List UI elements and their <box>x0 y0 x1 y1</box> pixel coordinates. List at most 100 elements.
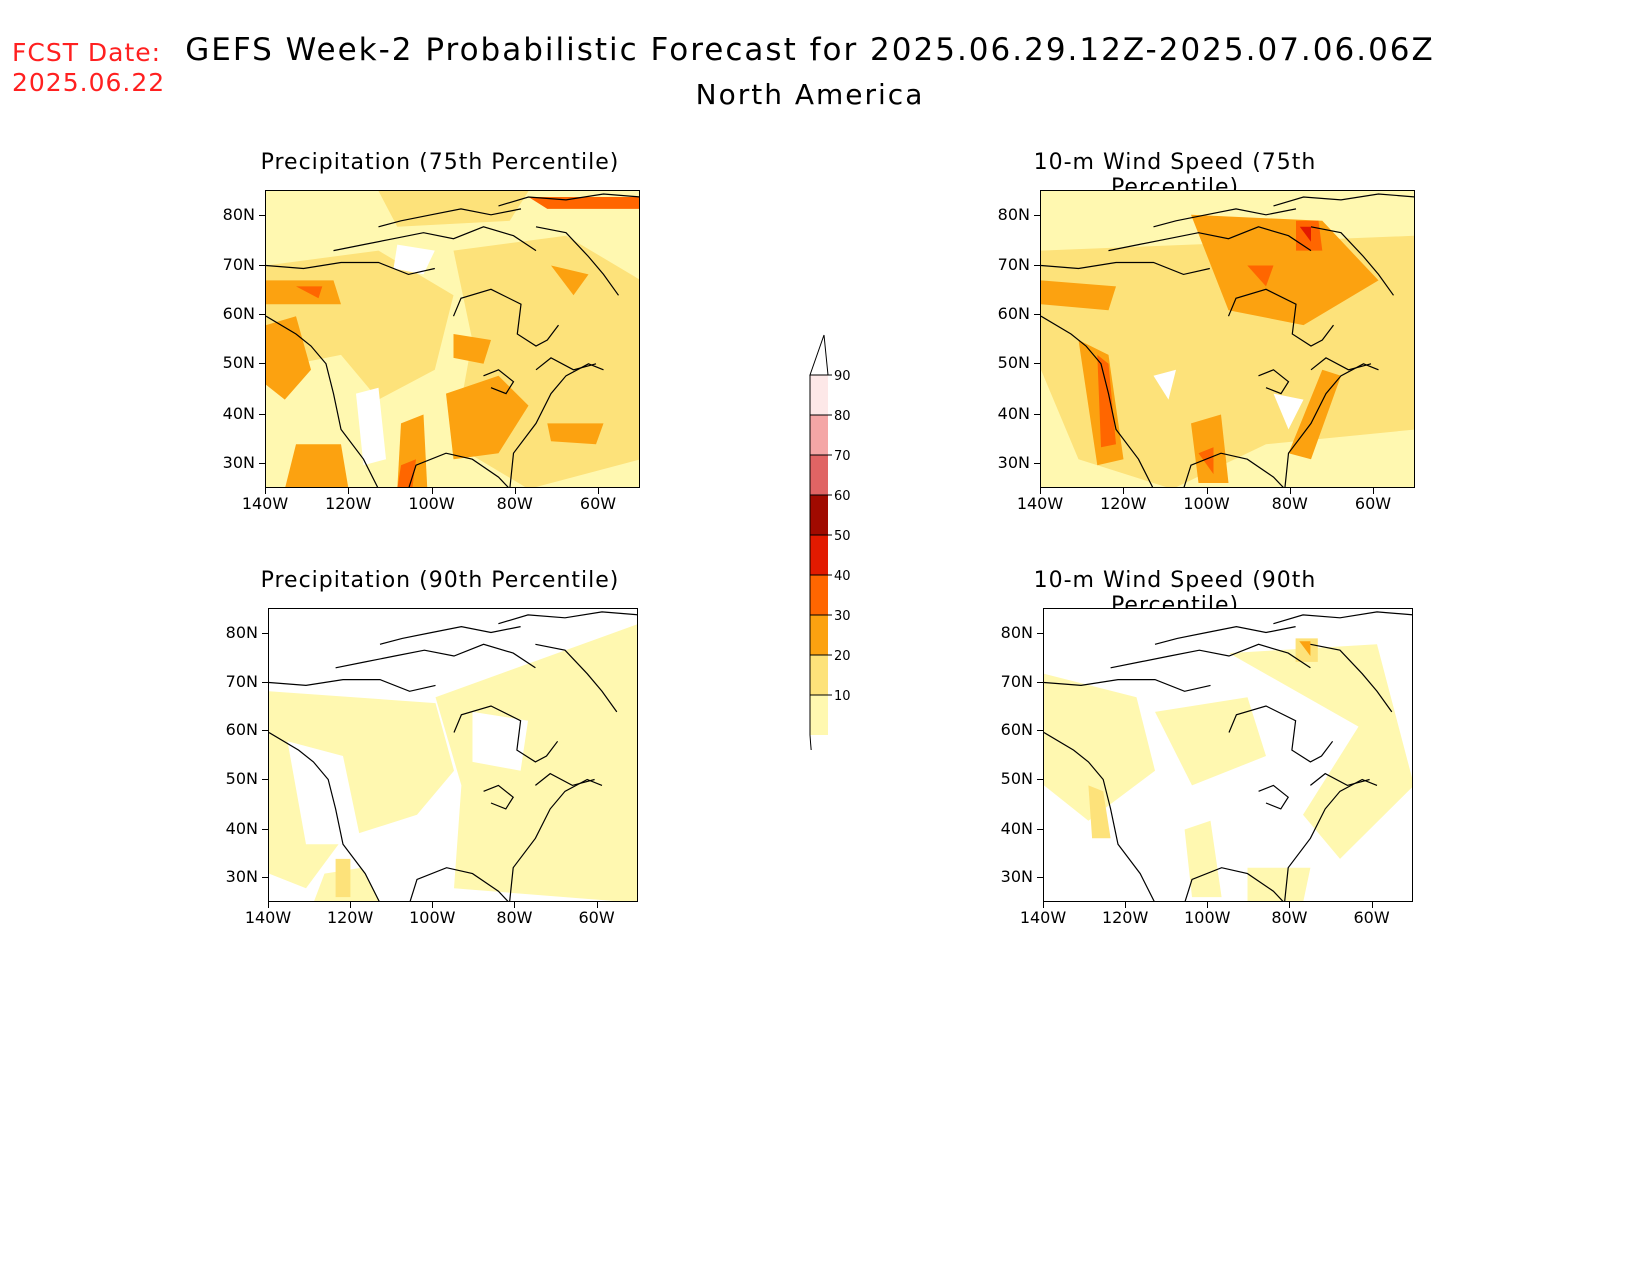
panel-title-precip75: Precipitation (75th Percentile) <box>260 150 620 175</box>
coastline <box>1273 611 1412 625</box>
latitude-tick <box>259 215 265 217</box>
latitude-tick <box>1037 828 1043 830</box>
colorbar-swatch <box>810 455 828 495</box>
longitude-tick <box>1371 902 1373 908</box>
coastline <box>333 226 537 252</box>
coastline <box>453 705 559 763</box>
shaded-region <box>1247 265 1274 287</box>
latitude-tick <box>1037 877 1043 878</box>
latitude-tick <box>262 730 268 731</box>
shaded-region <box>453 334 491 364</box>
colorbar-label: 80 <box>834 409 851 424</box>
longitude-tick <box>1207 902 1209 908</box>
longitude-tick <box>431 488 433 494</box>
shaded-region <box>1155 697 1266 786</box>
coastline <box>409 867 509 901</box>
shaded-region <box>1097 354 1116 448</box>
coastline <box>408 452 509 487</box>
coastline <box>509 778 603 901</box>
shaded-region <box>1247 867 1311 901</box>
latitude-label: 40N <box>222 403 255 423</box>
longitude-label: 60W <box>1353 908 1390 927</box>
latitude-tick <box>1037 632 1043 634</box>
coastline <box>1227 288 1334 347</box>
map-svg <box>266 191 639 487</box>
coastline <box>1041 261 1210 276</box>
coastline <box>266 315 379 487</box>
shaded-region <box>1273 393 1304 430</box>
coastline <box>1153 208 1297 228</box>
coastline <box>483 369 515 395</box>
latitude-tick <box>262 877 268 878</box>
latitude-label: 60N <box>225 720 258 739</box>
shaded-region <box>551 265 589 296</box>
colorbar-swatch <box>810 615 828 655</box>
longitude-tick <box>596 902 598 908</box>
coastline <box>1154 625 1296 645</box>
shaded-region <box>1044 673 1155 821</box>
shaded-region <box>287 741 362 845</box>
colorbar-swatch <box>810 535 828 575</box>
coastline <box>498 193 639 207</box>
latitude-label: 80N <box>225 622 258 642</box>
map-svg <box>1041 191 1414 487</box>
map-svg <box>269 611 637 901</box>
latitude-tick <box>262 778 268 780</box>
latitude-tick <box>259 462 265 464</box>
colorbar-label: 50 <box>834 529 851 544</box>
latitude-label: 50N <box>225 768 258 788</box>
latitude-label: 30N <box>1000 867 1033 886</box>
shaded-region <box>547 423 604 445</box>
latitude-tick <box>1037 730 1043 731</box>
coastline <box>1044 678 1211 692</box>
coastline <box>1228 705 1334 763</box>
coastline <box>1183 452 1284 487</box>
longitude-label: 60W <box>579 494 617 513</box>
probability-colorbar: 90 80 70 60 50 40 30 20 10 <box>800 330 880 776</box>
longitude-tick <box>268 902 269 908</box>
colorbar-swatch <box>810 695 828 735</box>
latitude-label: 50N <box>222 352 255 372</box>
shaded-region <box>1184 820 1222 898</box>
longitude-tick <box>1125 902 1127 908</box>
colorbar-label: 60 <box>834 489 851 504</box>
coastline <box>1273 193 1414 207</box>
shaded-region <box>472 711 528 771</box>
latitude-tick <box>262 632 268 634</box>
colorbar-label: 20 <box>834 649 851 664</box>
latitude-label: 40N <box>225 818 258 838</box>
latitude-label: 70N <box>222 254 255 274</box>
longitude-label: 60W <box>1354 494 1392 513</box>
coastline <box>266 261 435 276</box>
shaded-region <box>1229 644 1412 859</box>
longitude-label: 100W <box>409 908 456 927</box>
longitude-tick <box>1043 902 1044 908</box>
longitude-label: 140W <box>1019 908 1067 927</box>
latitude-tick <box>1034 215 1040 217</box>
coastline <box>1110 643 1311 669</box>
colorbar-label: 90 <box>834 369 851 384</box>
coastline <box>1258 784 1289 810</box>
latitude-tick <box>1037 681 1043 683</box>
coastline <box>483 784 514 810</box>
latitude-label: 70N <box>997 254 1030 274</box>
coastline <box>1310 772 1370 787</box>
latitude-tick <box>1034 413 1040 415</box>
colorbar-top-arrow <box>809 334 829 376</box>
shaded-region <box>446 375 529 460</box>
longitude-tick <box>350 902 352 908</box>
coastline <box>269 678 436 692</box>
coastline <box>1258 369 1290 395</box>
latitude-tick <box>262 828 268 830</box>
latitude-label: 50N <box>997 352 1030 372</box>
longitude-label: 120W <box>1101 908 1149 927</box>
map-wind-90th <box>1043 608 1413 902</box>
longitude-tick <box>1123 488 1125 494</box>
latitude-tick <box>259 264 265 266</box>
longitude-tick <box>598 488 599 494</box>
latitude-label: 30N <box>222 452 255 472</box>
shaded-region <box>266 280 341 305</box>
colorbar-svg: 90 80 70 60 50 40 30 20 10 <box>809 334 851 776</box>
coastline <box>379 625 521 645</box>
longitude-label: 100W <box>1183 494 1230 513</box>
